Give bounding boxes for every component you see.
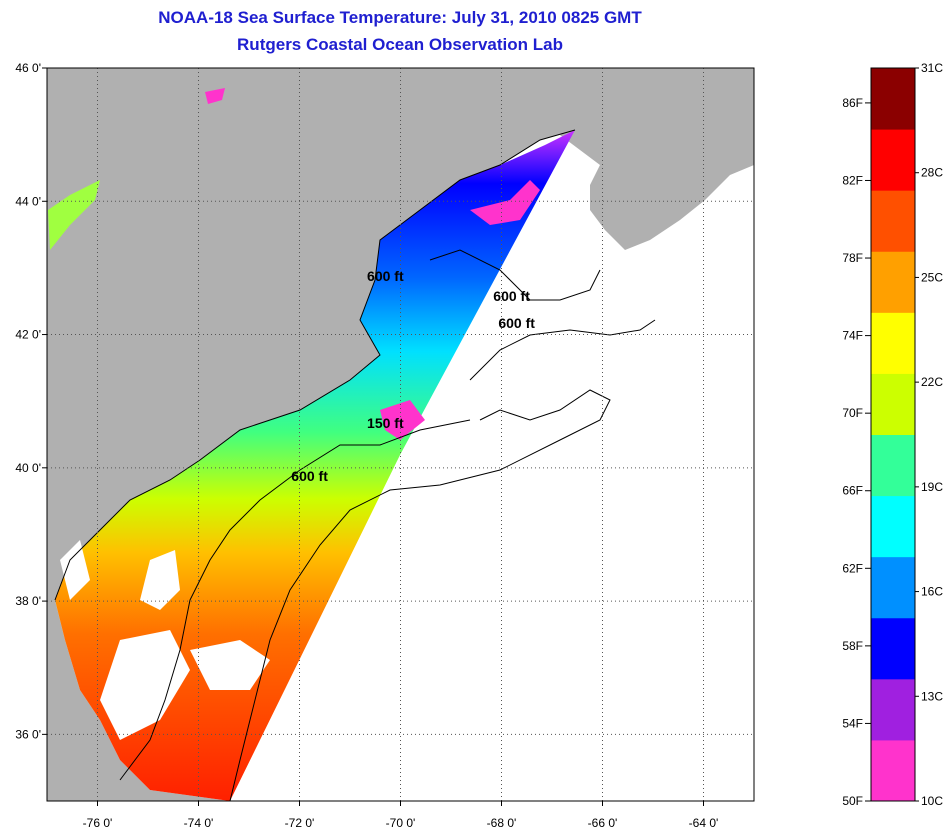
map-plot-area: 600 ft 600 ft 600 ft 150 ft 600 ft [47,68,754,801]
f-tick-label: 74F [842,329,863,343]
lon-tick-label: -74 0' [184,816,214,830]
contour-label: 600 ft [498,315,535,331]
colorbar-band [871,251,915,313]
lon-tick-label: -68 0' [487,816,517,830]
colorbar-band [871,556,915,619]
f-tick-label: 62F [842,561,863,575]
contour-label: 600 ft [493,288,530,304]
contour-150ft [119,419,471,781]
colorbar-band [871,312,915,374]
f-tick-label: 86F [842,96,863,110]
cloud-patch-3 [190,640,270,690]
f-tick-label: 66F [842,484,863,498]
lat-tick-label: 42 0' [15,328,41,342]
contour-labels: 600 ft 600 ft 600 ft 150 ft 600 ft [291,268,535,484]
colorbar-band [871,617,915,680]
lat-tick-label: 44 0' [15,194,41,208]
colorbar-band [871,678,915,741]
c-tick-label: 19C [921,480,943,494]
coastline [54,129,576,601]
land-pei [665,112,725,138]
colorbar-celsius-labels: 10C 13C 16C 19C 22C 25C 28C 31C [915,61,943,808]
f-tick-label: 50F [842,794,863,808]
f-tick-label: 70F [842,406,863,420]
lon-tick-label: -76 0' [83,816,113,830]
f-tick-label: 54F [842,716,863,730]
colorbar-band [871,129,915,191]
cold-patch-lake [205,88,225,104]
contour-600ft-shelf [229,389,611,801]
c-tick-label: 16C [921,585,943,599]
c-tick-label: 13C [921,689,943,703]
cloud-patch-2 [100,630,190,740]
lon-tick-label: -64 0' [689,816,719,830]
colorbar-band [871,373,915,435]
f-tick-label: 78F [842,251,863,265]
contour-gulf-maine [429,249,601,301]
contour-label: 600 ft [291,468,328,484]
lat-tick-label: 46 0' [15,61,41,75]
colorbar-band [871,68,915,130]
colorbar-band [871,495,915,558]
c-tick-label: 31C [921,61,943,75]
f-tick-label: 82F [842,173,863,187]
lat-tick-label: 40 0' [15,461,41,475]
title-line-1: NOAA-18 Sea Surface Temperature: July 31… [158,8,642,27]
colorbar: 50F 54F 58F 62F 66F 70F 74F 78F 82F 86F 10C 13C 16C… [842,61,943,808]
c-tick-label: 22C [921,375,943,389]
cold-patch-gulf-maine [470,180,540,225]
lat-tick-label: 38 0' [15,594,41,608]
map-axes: 46 0' 44 0' 42 0' 40 0' 38 0' 36 0' -76 0' -74 … [15,61,718,830]
c-tick-label: 25C [921,270,943,284]
title-line-2: Rutgers Coastal Ocean Observation Lab [237,35,563,54]
sst-swath [55,130,575,801]
title-block: NOAA-18 Sea Surface Temperature: July 31… [0,4,800,58]
lake-green [48,180,100,250]
colorbar-fahrenheit-labels: 50F 54F 58F 62F 66F 70F 74F 78F 82F 86F [842,96,871,808]
colorbar-frame [870,67,916,802]
c-tick-label: 10C [921,794,943,808]
contour-label: 150 ft [367,415,404,431]
contour-label: 600 ft [367,268,404,284]
cloud-patch-4 [60,540,90,600]
cloud-patch-1 [140,550,180,610]
colorbar-band [871,434,915,497]
colorbar-bands [871,68,915,802]
lon-tick-label: -72 0' [285,816,315,830]
colorbar-band [871,190,915,252]
colorbar-band [871,739,915,802]
lat-tick-label: 36 0' [15,727,41,741]
lon-tick-label: -70 0' [386,816,416,830]
c-tick-label: 28C [921,166,943,180]
lon-tick-label: -66 0' [588,816,618,830]
cold-patch-nantucket [380,400,425,440]
contour-georges-bank [469,319,656,381]
f-tick-label: 58F [842,639,863,653]
